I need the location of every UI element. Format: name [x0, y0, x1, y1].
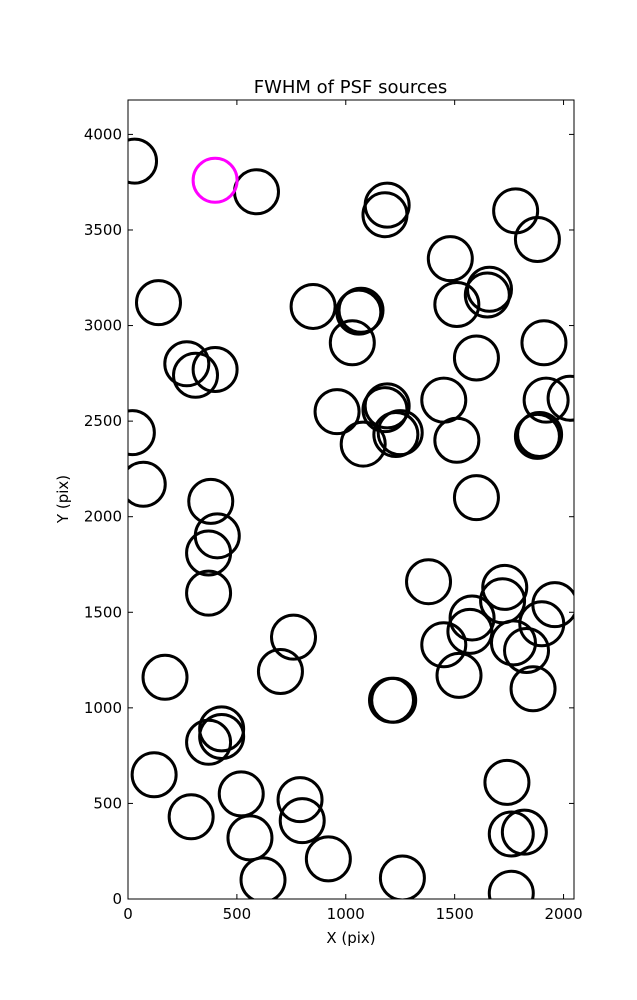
- y-tick-label: 2500: [84, 412, 122, 430]
- y-axis-label: Y (pix): [54, 475, 72, 524]
- psf-source-marker: [481, 563, 529, 611]
- psf-source-marker: [489, 619, 537, 667]
- psf-source-marker: [289, 282, 337, 330]
- psf-source-marker: [492, 187, 540, 235]
- y-tick-label: 500: [93, 794, 122, 812]
- plot-frame: [127, 99, 575, 900]
- psf-source-marker: [426, 235, 474, 283]
- psf-source-marker: [191, 346, 239, 394]
- psf-source-marker: [185, 718, 233, 766]
- psf-source-marker: [172, 351, 220, 399]
- marker-layer: [128, 137, 574, 899]
- psf-source-marker: [446, 607, 494, 655]
- psf-source-marker: [226, 814, 274, 862]
- psf-source-marker: [185, 529, 233, 577]
- psf-source-marker: [513, 412, 561, 460]
- psf-source-marker: [335, 288, 383, 336]
- x-tick-label: 1500: [436, 905, 474, 923]
- psf-source-marker: [433, 281, 481, 329]
- y-tick-label: 3000: [84, 317, 122, 335]
- y-tick-label: 4000: [84, 125, 122, 143]
- psf-source-marker: [128, 460, 167, 508]
- psf-source-marker: [217, 770, 265, 818]
- psf-source-marker: [483, 758, 531, 806]
- psf-source-marker: [337, 286, 385, 334]
- y-tick-label: 3500: [84, 221, 122, 239]
- psf-source-marker: [448, 594, 496, 642]
- psf-source-marker: [167, 793, 215, 841]
- psf-source-marker: [363, 181, 411, 229]
- psf-source-marker: [520, 319, 568, 367]
- psf-source-marker: [518, 600, 566, 648]
- x-tick-label: 0: [123, 905, 133, 923]
- psf-source-marker: [420, 376, 468, 424]
- psf-source-marker: [420, 621, 468, 669]
- highlighted-source-marker: [191, 156, 239, 204]
- psf-source-marker: [546, 374, 574, 422]
- psf-source-marker: [141, 653, 189, 701]
- psf-source-marker: [370, 676, 418, 724]
- psf-source-marker: [128, 409, 156, 457]
- psf-source-marker: [130, 751, 178, 799]
- psf-source-marker: [433, 416, 481, 464]
- psf-source-marker: [452, 334, 500, 382]
- psf-source-marker: [270, 613, 318, 661]
- psf-source-marker: [513, 216, 561, 264]
- psf-source-marker: [363, 382, 411, 430]
- psf-source-marker: [128, 137, 159, 185]
- psf-source-marker: [463, 271, 511, 319]
- psf-source-marker: [522, 376, 570, 424]
- y-tick-label: 0: [112, 890, 122, 908]
- psf-source-marker: [328, 319, 376, 367]
- psf-source-marker: [372, 411, 420, 459]
- psf-source-marker: [361, 191, 409, 239]
- psf-source-marker: [193, 512, 241, 560]
- psf-source-marker: [187, 477, 235, 525]
- chart-title: FWHM of PSF sources: [254, 77, 448, 98]
- psf-source-marker: [239, 856, 287, 899]
- y-axis: 0 500 1000 1500 2000 2500 3000 3500 4000: [84, 125, 574, 908]
- psf-source-marker: [278, 797, 326, 845]
- x-axis: 0 500 1000 1500 2000: [123, 100, 583, 923]
- psf-source-marker: [452, 474, 500, 522]
- psf-source-marker: [405, 558, 453, 606]
- psf-source-marker: [500, 808, 548, 856]
- psf-source-marker: [313, 388, 361, 436]
- psf-source-marker: [509, 665, 557, 713]
- psf-source-marker: [232, 168, 280, 216]
- psf-source-marker: [378, 854, 426, 899]
- psf-source-marker: [487, 869, 535, 899]
- psf-source-marker: [339, 420, 387, 468]
- psf-source-marker: [516, 411, 564, 459]
- psf-source-marker: [134, 279, 182, 327]
- psf-source-marker: [185, 569, 233, 617]
- y-tick-label: 2000: [84, 508, 122, 526]
- psf-source-marker: [503, 627, 551, 675]
- psf-source-marker: [435, 651, 483, 699]
- x-axis-label: X (pix): [326, 929, 375, 947]
- psf-source-marker: [256, 648, 304, 696]
- psf-source-marker: [304, 835, 352, 883]
- x-tick-label: 500: [223, 905, 252, 923]
- y-tick-label: 1500: [84, 603, 122, 621]
- psf-source-marker: [487, 810, 535, 858]
- psf-source-marker: [163, 340, 211, 388]
- psf-source-marker: [276, 776, 324, 824]
- plot-area: [127, 99, 575, 900]
- y-tick-label: 1000: [84, 699, 122, 717]
- x-tick-label: 2000: [544, 905, 582, 923]
- x-tick-label: 1000: [327, 905, 365, 923]
- psf-source-marker: [361, 386, 409, 434]
